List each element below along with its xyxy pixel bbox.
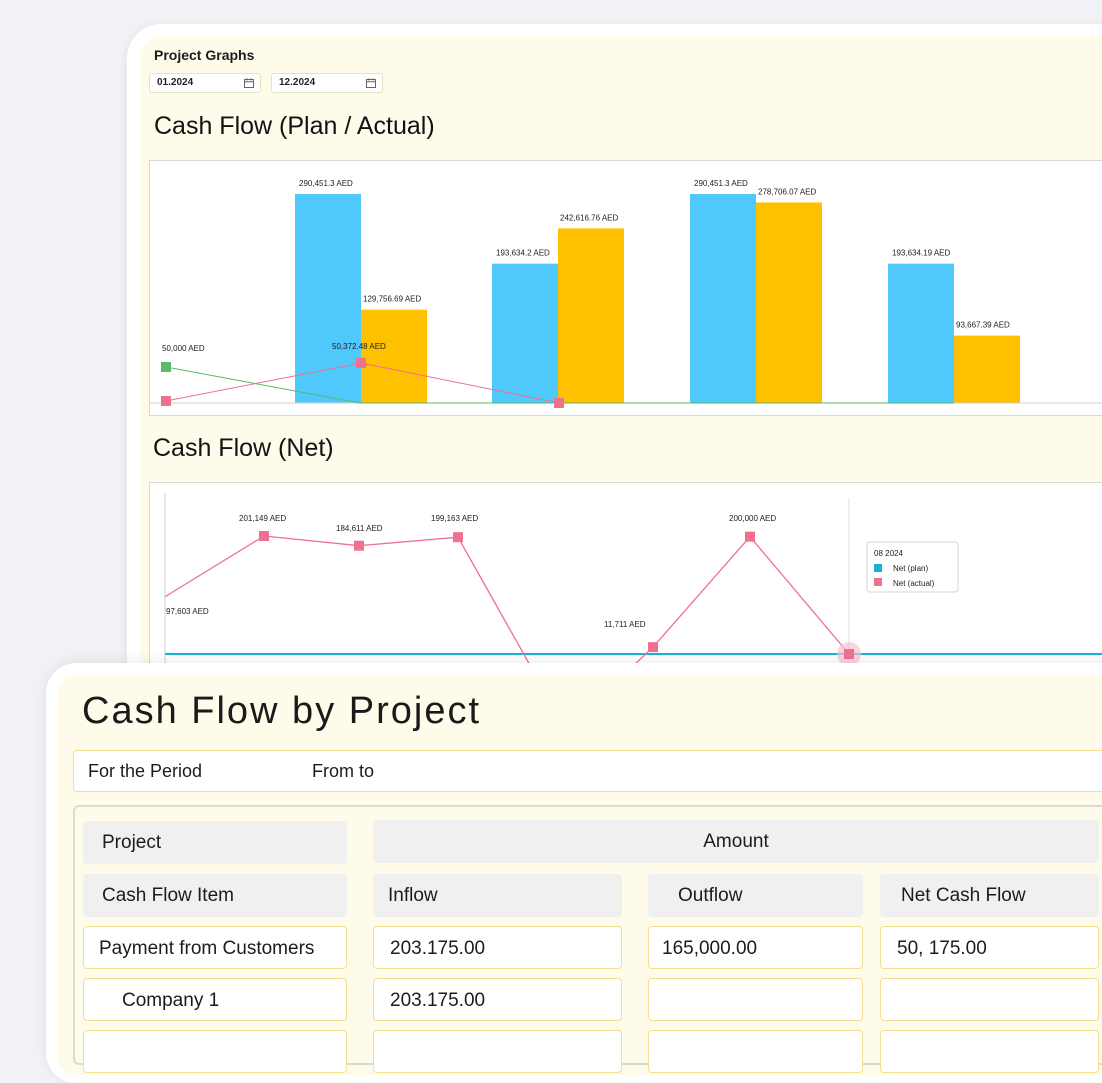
green-point-label: 50,000 AED [162,344,205,353]
row-net [880,978,1099,1021]
date-to-input[interactable]: 12.2024 [271,73,383,93]
row-outflow [648,1030,863,1073]
pink-point-label: 50,372.48 AED [332,342,386,351]
report-title: Cash Flow by Project [82,690,482,732]
green-point [161,362,171,372]
pink-point [161,396,171,406]
legend-swatch-actual [874,578,882,586]
period-label: For the Period [88,761,203,781]
net-actual-point [648,642,658,653]
net-svg: 97,603 AED 201,149 AED 184,611 AED 199,163 … [164,493,1102,683]
date-to-value: 12.2024 [279,77,316,88]
header-project: Project [83,821,347,864]
period-filter[interactable]: For the Period From to [73,750,1102,792]
actual-bar [954,335,1020,403]
plan-bar-label: 290,451.3 AED [299,179,353,188]
net-point-label: 97,603 AED [166,607,209,616]
net-chart: 97,603 AED 201,149 AED 184,611 AED 199,163 … [149,482,1102,683]
net-actual-point [453,532,463,543]
net-title: Cash Flow (Net) [153,434,334,462]
plan-bar [492,263,558,403]
header-cash-flow-item: Cash Flow Item [83,874,347,917]
pink-point [356,358,366,368]
row-outflow: 165,000.00 [648,926,863,969]
actual-bar-label: 278,706.07 AED [758,187,816,196]
net-point-label: 11,711 AED [604,620,646,629]
row-inflow: 203.175.00 [373,978,622,1021]
legend-swatch-plan [874,564,882,572]
header-outflow: Outflow [648,874,863,917]
header-amount: Amount [373,820,1099,863]
calendar-icon[interactable] [366,78,376,88]
row-outflow [648,978,863,1021]
net-point-label: 199,163 AED [431,514,478,523]
net-point-label: 201,149 AED [239,514,286,523]
pink-point [554,398,564,408]
plan-bar-label: 193,634.2 AED [496,249,550,258]
net-actual-line [164,535,850,683]
net-point-label: 184,611 AED [336,524,383,533]
net-point-label: 200,000 AED [729,514,776,523]
tooltip-item-plan: Net (plan) [893,564,928,573]
plan-actual-title: Cash Flow (Plan / Actual) [154,112,435,140]
tooltip-box [866,541,959,593]
net-actual-point [844,649,854,659]
actual-bar [361,309,427,403]
calendar-icon[interactable] [244,78,254,88]
net-actual-point [259,531,269,541]
tooltip-title: 08 2024 [874,549,903,558]
actual-bar-label: 242,616.76 AED [560,213,618,222]
actual-bar [558,228,624,403]
date-from-value: 01.2024 [157,77,194,88]
plan-actual-chart: 290,451.3 AED 129,756.69 AED 193,634.2 AED… [149,160,1102,416]
row-inflow [373,1030,622,1073]
actual-bar-label: 93,667.39 AED [956,321,1010,330]
plan-actual-svg: 290,451.3 AED 129,756.69 AED 193,634.2 AED… [150,179,1102,408]
plan-bar [690,194,756,403]
plan-bar-label: 290,451.3 AED [694,179,748,188]
plan-bar [295,194,361,403]
tooltip-item-actual: Net (actual) [893,579,935,588]
row-name[interactable]: Company 1 [83,978,347,1021]
net-actual-point [354,540,364,551]
actual-bar-label: 129,756.69 AED [363,295,421,304]
row-net: 50, 175.00 [880,926,1099,969]
date-from-input[interactable]: 01.2024 [149,73,261,93]
row-name[interactable]: Payment from Customers [83,926,347,969]
row-name[interactable] [83,1030,347,1073]
actual-bar [756,202,822,403]
row-net [880,1030,1099,1073]
header-inflow: Inflow [373,874,622,917]
row-inflow: 203.175.00 [373,926,622,969]
period-range[interactable]: From to [312,761,375,781]
net-actual-point [745,531,755,542]
plan-bar [888,263,954,403]
plan-bar-label: 193,634.19 AED [892,249,950,258]
header-net-cash-flow: Net Cash Flow [880,874,1099,917]
graphs-title: Project Graphs [154,47,255,63]
